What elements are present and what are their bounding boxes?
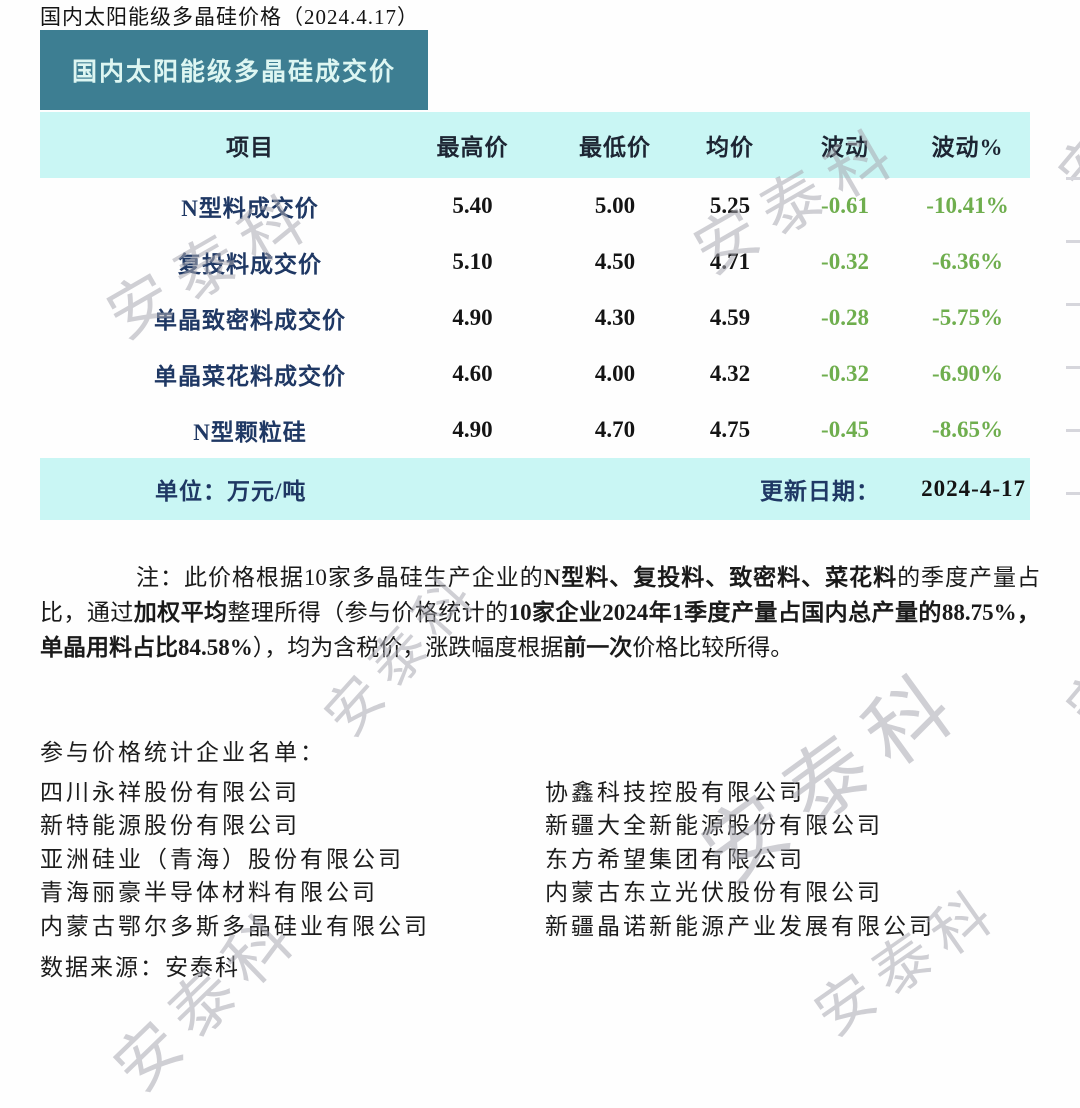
note-segment: 的季度产量占比，通过 [40, 565, 1040, 625]
note-segment: 注：此价格根据10家多晶硅生产企业的 [136, 565, 544, 590]
page-title: 国内太阳能级多晶硅价格（2024.4.17） [40, 5, 419, 29]
row-item-label: N型颗粒硅 [193, 420, 307, 445]
gridline-mark [1066, 366, 1080, 369]
note-segment: 整理所得（参与价格统计的 [227, 600, 509, 625]
company-name: 新疆大全新能源股份有限公司 [545, 813, 883, 839]
row-high-value: 4.90 [452, 305, 493, 330]
row-change-pct-value: -10.41% [926, 193, 1009, 218]
row-low-value: 4.00 [594, 361, 636, 386]
row-low-value: 4.50 [594, 249, 636, 274]
note-segment: 价格比较所得。 [632, 635, 794, 660]
column-header-change: 波动 [821, 135, 869, 160]
watermark-antaike: 安泰科 [1055, 548, 1080, 740]
row-avg-value: 4.71 [709, 249, 751, 274]
row-avg-value: 4.32 [709, 361, 751, 386]
row-change-pct-value: -8.65% [932, 417, 1003, 442]
row-item-label: 复投料成交价 [178, 252, 322, 277]
companies-right-column: 协鑫科技控股有限公司 新疆大全新能源股份有限公司 东方希望集团有限公司 内蒙古东… [545, 773, 1040, 940]
gridline-mark [1066, 492, 1080, 495]
row-change-value: -0.32 [821, 249, 869, 274]
unit-label: 单位：万元/吨 [155, 479, 307, 504]
table-row: 复投料成交价 5.10 4.50 4.71 -0.32 -6.36% [40, 234, 1030, 290]
company-name: 新特能源股份有限公司 [40, 813, 300, 839]
companies-left-column: 四川永祥股份有限公司 新特能源股份有限公司 亚洲硅业（青海）股份有限公司 青海丽… [40, 773, 545, 940]
table-title-banner: 国内太阳能级多晶硅成交价 [40, 30, 428, 110]
row-change-pct-value: -6.90% [932, 361, 1003, 386]
row-change-value: -0.61 [821, 193, 869, 218]
gridline-mark [1066, 303, 1080, 306]
column-header-low: 最低价 [579, 135, 651, 160]
participating-companies-section: 参与价格统计企业名单： 四川永祥股份有限公司 新特能源股份有限公司 亚洲硅业（青… [40, 733, 1040, 940]
table-footer-row: 单位：万元/吨 更新日期： 2024-4-17 [40, 458, 1030, 520]
note-segment-bold: 加权平均 [133, 600, 228, 625]
table-row: N型料成交价 5.40 5.00 5.25 -0.61 -10.41% [40, 178, 1030, 234]
row-avg-value: 5.25 [709, 193, 751, 218]
note-segment-bold: 10家企业2024年1季度产量占国内总产量的88.75%，单晶用料占比84.58… [40, 600, 1041, 660]
row-low-value: 4.30 [594, 305, 636, 330]
companies-heading: 参与价格统计企业名单： [40, 740, 326, 765]
note-segment-bold: 前一次 [563, 635, 633, 660]
data-source-line: 数据来源：安泰科 [40, 955, 240, 980]
table-row: 单晶菜花料成交价 4.60 4.00 4.32 -0.32 -6.90% [40, 346, 1030, 402]
column-header-avg: 均价 [706, 135, 754, 160]
company-name: 新疆晶诺新能源产业发展有限公司 [545, 913, 935, 939]
row-change-value: -0.45 [821, 417, 869, 442]
note-segment: ），均为含税价，涨跌幅度根据 [252, 635, 564, 660]
row-item-label: 单晶菜花料成交价 [154, 364, 346, 389]
column-header-change-pct: 波动% [931, 135, 1004, 160]
gridline-mark [1066, 177, 1080, 180]
column-header-high: 最高价 [436, 135, 509, 160]
row-high-value: 4.90 [452, 417, 493, 442]
update-date-value: 2024-4-17 [921, 476, 1026, 501]
row-high-value: 5.40 [452, 193, 493, 218]
row-change-pct-value: -6.36% [932, 249, 1003, 274]
gridline-mark [1066, 429, 1080, 432]
row-low-value: 4.70 [594, 417, 636, 442]
price-table: 项目 最高价 最低价 均价 波动 波动% N型料成交价 5.40 5.00 5.… [40, 112, 1030, 520]
price-note-paragraph: 注：此价格根据10家多晶硅生产企业的N型料、复投料、致密料、菜花料的季度产量占比… [40, 560, 1040, 665]
note-segment-bold: N型料、复投料、致密料、菜花料 [543, 565, 898, 590]
row-avg-value: 4.75 [709, 417, 751, 442]
company-name: 内蒙古鄂尔多斯多晶硅业有限公司 [40, 913, 430, 939]
row-avg-value: 4.59 [709, 305, 751, 330]
company-name: 东方希望集团有限公司 [545, 846, 805, 872]
company-name: 协鑫科技控股有限公司 [545, 780, 805, 805]
table-header-row: 项目 最高价 最低价 均价 波动 波动% [40, 112, 1030, 178]
update-date-label: 更新日期： [760, 479, 880, 504]
row-high-value: 4.60 [452, 361, 493, 386]
row-high-value: 5.10 [452, 249, 493, 274]
column-header-item: 项目 [226, 135, 274, 160]
table-row: 单晶致密料成交价 4.90 4.30 4.59 -0.28 -5.75% [40, 290, 1030, 346]
row-item-label: N型料成交价 [181, 196, 319, 221]
company-name: 四川永祥股份有限公司 [40, 780, 300, 805]
row-item-label: 单晶致密料成交价 [154, 308, 346, 333]
gridline-mark [1066, 240, 1080, 243]
company-name: 内蒙古东立光伏股份有限公司 [545, 880, 883, 906]
table-row: N型颗粒硅 4.90 4.70 4.75 -0.45 -8.65% [40, 402, 1030, 458]
row-change-value: -0.32 [821, 361, 869, 386]
row-low-value: 5.00 [594, 193, 636, 218]
company-name: 青海丽豪半导体材料有限公司 [40, 880, 378, 906]
polysilicon-price-notice: 国内太阳能级多晶硅价格（2024.4.17） 国内太阳能级多晶硅成交价 项目 最… [40, 4, 1080, 1105]
company-name: 亚洲硅业（青海）股份有限公司 [40, 846, 404, 872]
row-change-pct-value: -5.75% [932, 305, 1003, 330]
table-title: 国内太阳能级多晶硅成交价 [71, 59, 396, 86]
row-change-value: -0.28 [821, 305, 869, 330]
